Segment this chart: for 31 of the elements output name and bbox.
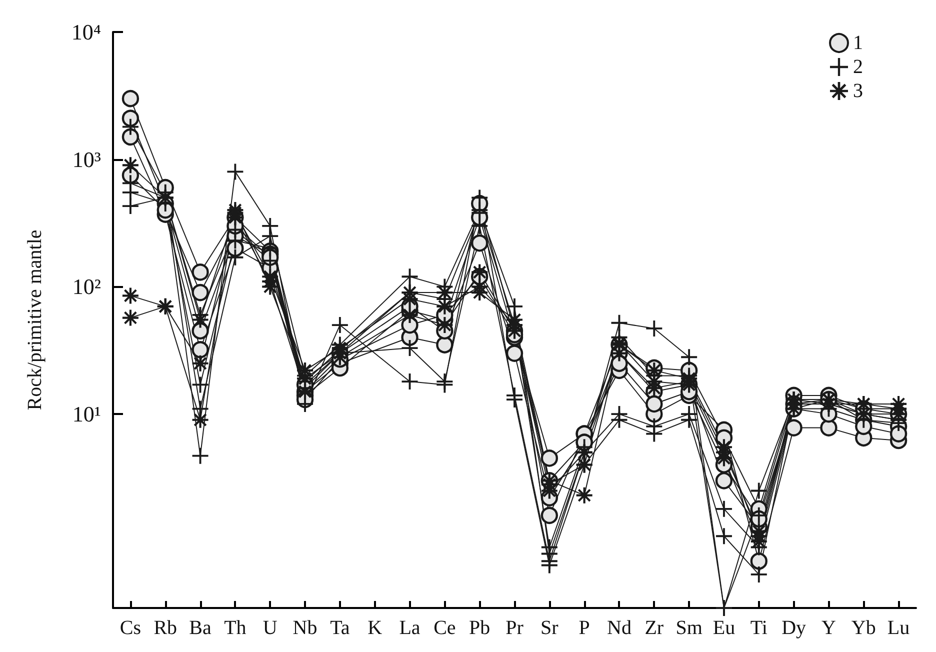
x-tick-label: La (399, 617, 420, 639)
x-tick-label: Lu (887, 617, 910, 639)
x-tick-label: U (262, 617, 278, 639)
y-tick-label: 10¹ (72, 402, 101, 427)
x-tick-label: Pr (506, 617, 524, 639)
x-tick-label: Y (821, 617, 836, 639)
x-tick-label: Sm (676, 617, 703, 639)
x-tick-label: Cs (120, 617, 142, 639)
x-tick-label: Sr (540, 617, 559, 639)
y-tick-label: 10² (72, 274, 102, 300)
legend-label: 1 (853, 32, 863, 54)
x-tick-label: P (578, 617, 590, 639)
x-tick-label: Eu (712, 617, 736, 639)
x-tick-label: Ce (434, 617, 456, 639)
x-tick-label: Ta (330, 617, 350, 639)
x-tick-label: K (368, 617, 383, 639)
x-tick-label: Rb (154, 617, 178, 639)
x-tick-label: Nd (607, 617, 632, 639)
y-axis-title: Rock/primitive mantle (24, 230, 46, 410)
x-tick-label: Zr (644, 617, 664, 639)
y-tick-label: 10⁴ (71, 20, 102, 44)
legend-label: 2 (853, 56, 863, 78)
x-tick-label: Th (224, 617, 246, 639)
x-tick-label: Ti (750, 617, 768, 639)
x-tick-label: Yb (851, 617, 876, 639)
legend-label: 3 (853, 80, 863, 102)
x-tick-label: Ba (189, 617, 212, 639)
y-tick-label: 10³ (72, 146, 102, 172)
x-tick-label: Dy (782, 617, 806, 639)
x-tick-label: Pb (469, 617, 490, 639)
x-tick-label: Nb (292, 617, 318, 639)
